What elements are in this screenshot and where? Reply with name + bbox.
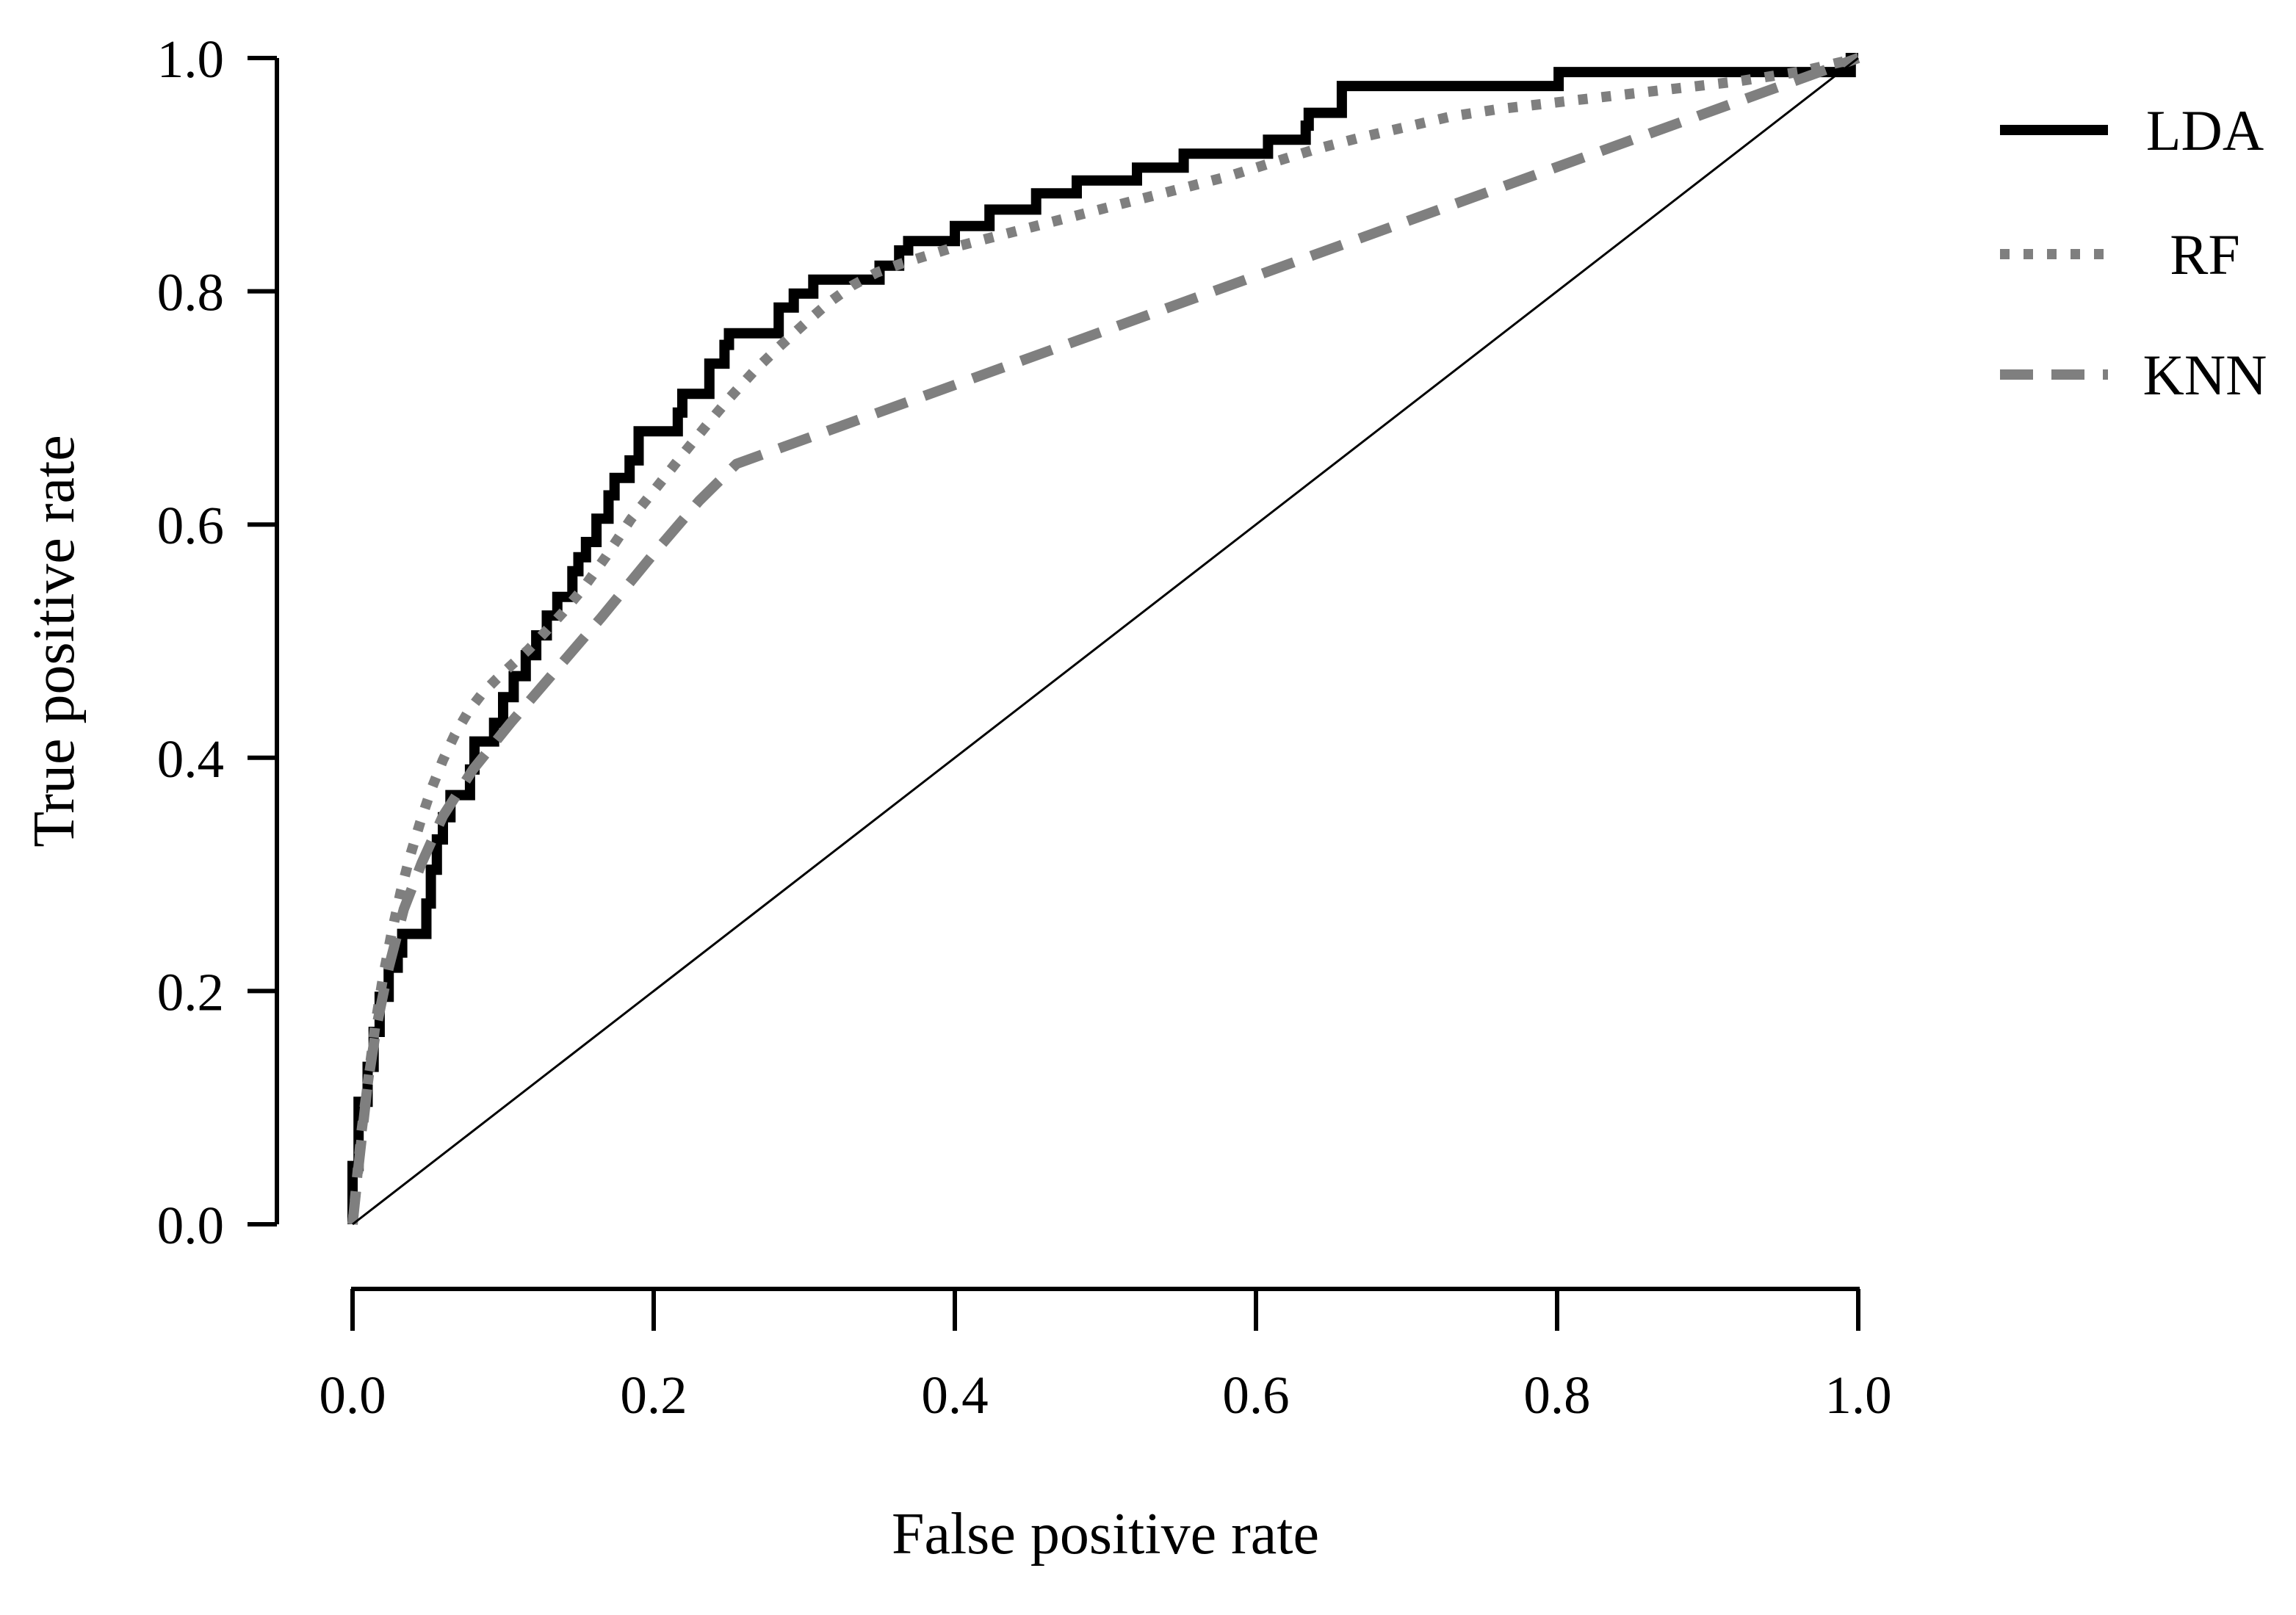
legend-item-rf: RF (2000, 223, 2240, 286)
y-axis-title: True positive rate (22, 435, 87, 847)
series-rf-curve (347, 53, 1860, 1225)
x-axis: 0.0 0.2 0.4 0.6 0.8 1.0 (319, 1287, 1892, 1425)
series-lda-curve (347, 53, 1858, 1224)
y-tick-label: 0.4 (157, 729, 224, 789)
y-tick-label: 0.0 (157, 1196, 224, 1255)
series-knn-curve (347, 53, 1860, 1225)
x-tick-label: 0.4 (921, 1365, 988, 1425)
legend-item-knn: KNN (2000, 343, 2267, 407)
y-tick-label: 1.0 (157, 29, 224, 89)
x-tick-label: 1.0 (1824, 1365, 1891, 1425)
y-axis: 0.0 0.2 0.4 0.6 0.8 1.0 (157, 29, 279, 1255)
legend-knn-label: KNN (2143, 343, 2267, 407)
series-layer (347, 53, 1860, 1226)
x-tick-label: 0.6 (1222, 1365, 1289, 1425)
y-tick-label: 0.6 (157, 496, 224, 555)
reference-diagonal (352, 57, 1859, 1226)
legend-lda-label: LDA (2146, 98, 2264, 162)
x-tick-label: 0.0 (319, 1365, 386, 1425)
x-axis-title: False positive rate (892, 1502, 1319, 1567)
legend: LDA RF KNN (2000, 98, 2267, 407)
legend-item-lda: LDA (2000, 98, 2264, 162)
x-tick-label: 0.8 (1523, 1365, 1590, 1425)
y-tick-label: 0.8 (157, 263, 224, 322)
x-tick-label: 0.2 (620, 1365, 687, 1425)
legend-rf-label: RF (2170, 223, 2239, 286)
y-tick-label: 0.2 (157, 962, 224, 1022)
